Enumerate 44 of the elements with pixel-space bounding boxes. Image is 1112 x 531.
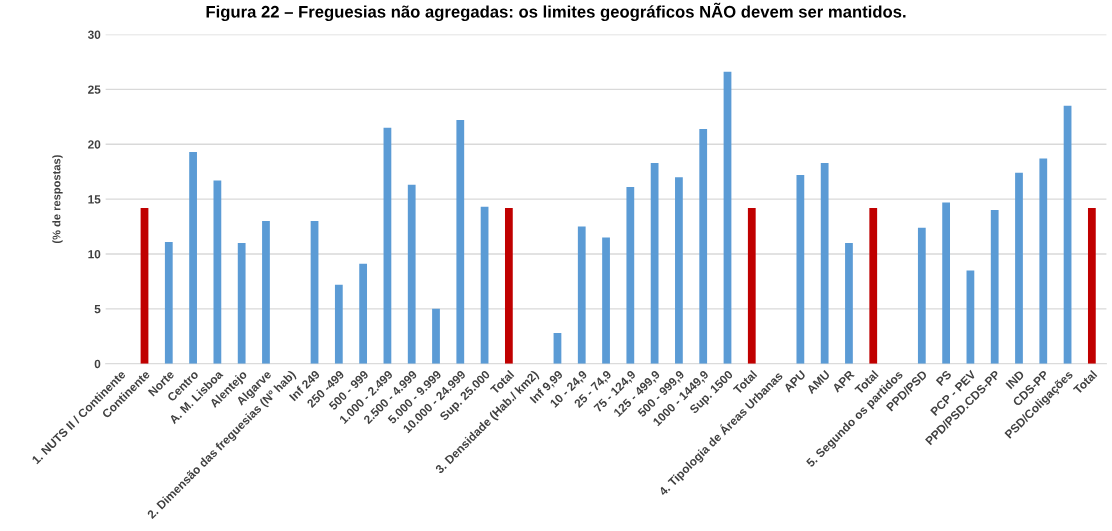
bar <box>747 207 756 364</box>
bar <box>626 187 635 364</box>
bar <box>577 226 586 364</box>
bar <box>845 243 853 364</box>
bar <box>1015 172 1023 364</box>
bar <box>359 263 368 364</box>
bar <box>432 308 440 364</box>
y-tick-label: 0 <box>94 359 101 369</box>
bar <box>237 243 246 364</box>
bar <box>699 128 708 364</box>
bar <box>650 162 659 364</box>
bar <box>334 284 343 364</box>
bar <box>262 221 270 364</box>
y-axis-title: (% de respostas) <box>52 155 63 244</box>
bar <box>990 210 999 364</box>
bar <box>966 270 975 364</box>
bar <box>869 207 878 364</box>
bar <box>917 227 926 364</box>
bar <box>1063 105 1072 364</box>
chart-title: Figura 22 – Freguesias não agregadas: os limites geográficos NÃO devem ser mantidos. <box>206 2 906 22</box>
y-tick-label: 10 <box>88 250 101 259</box>
bar <box>1039 158 1048 364</box>
y-tick-label: 30 <box>87 30 101 39</box>
bar <box>480 206 489 364</box>
y-tick-label: 15 <box>88 195 101 204</box>
bar <box>407 184 416 364</box>
bar <box>140 207 149 364</box>
bar <box>310 221 319 364</box>
y-tick-label: 5 <box>94 305 101 314</box>
bar <box>504 207 513 364</box>
bar <box>1087 207 1096 364</box>
bar <box>723 71 732 364</box>
bar <box>456 120 465 364</box>
y-tick-label: 25 <box>88 85 101 94</box>
bar <box>602 237 610 364</box>
bar <box>820 162 829 364</box>
bar <box>213 180 222 364</box>
bar <box>164 241 173 364</box>
bar <box>675 177 683 364</box>
bar <box>189 151 197 364</box>
bar <box>796 174 805 364</box>
bar <box>942 202 950 364</box>
bar <box>383 127 392 364</box>
y-tick-label: 20 <box>88 140 101 149</box>
